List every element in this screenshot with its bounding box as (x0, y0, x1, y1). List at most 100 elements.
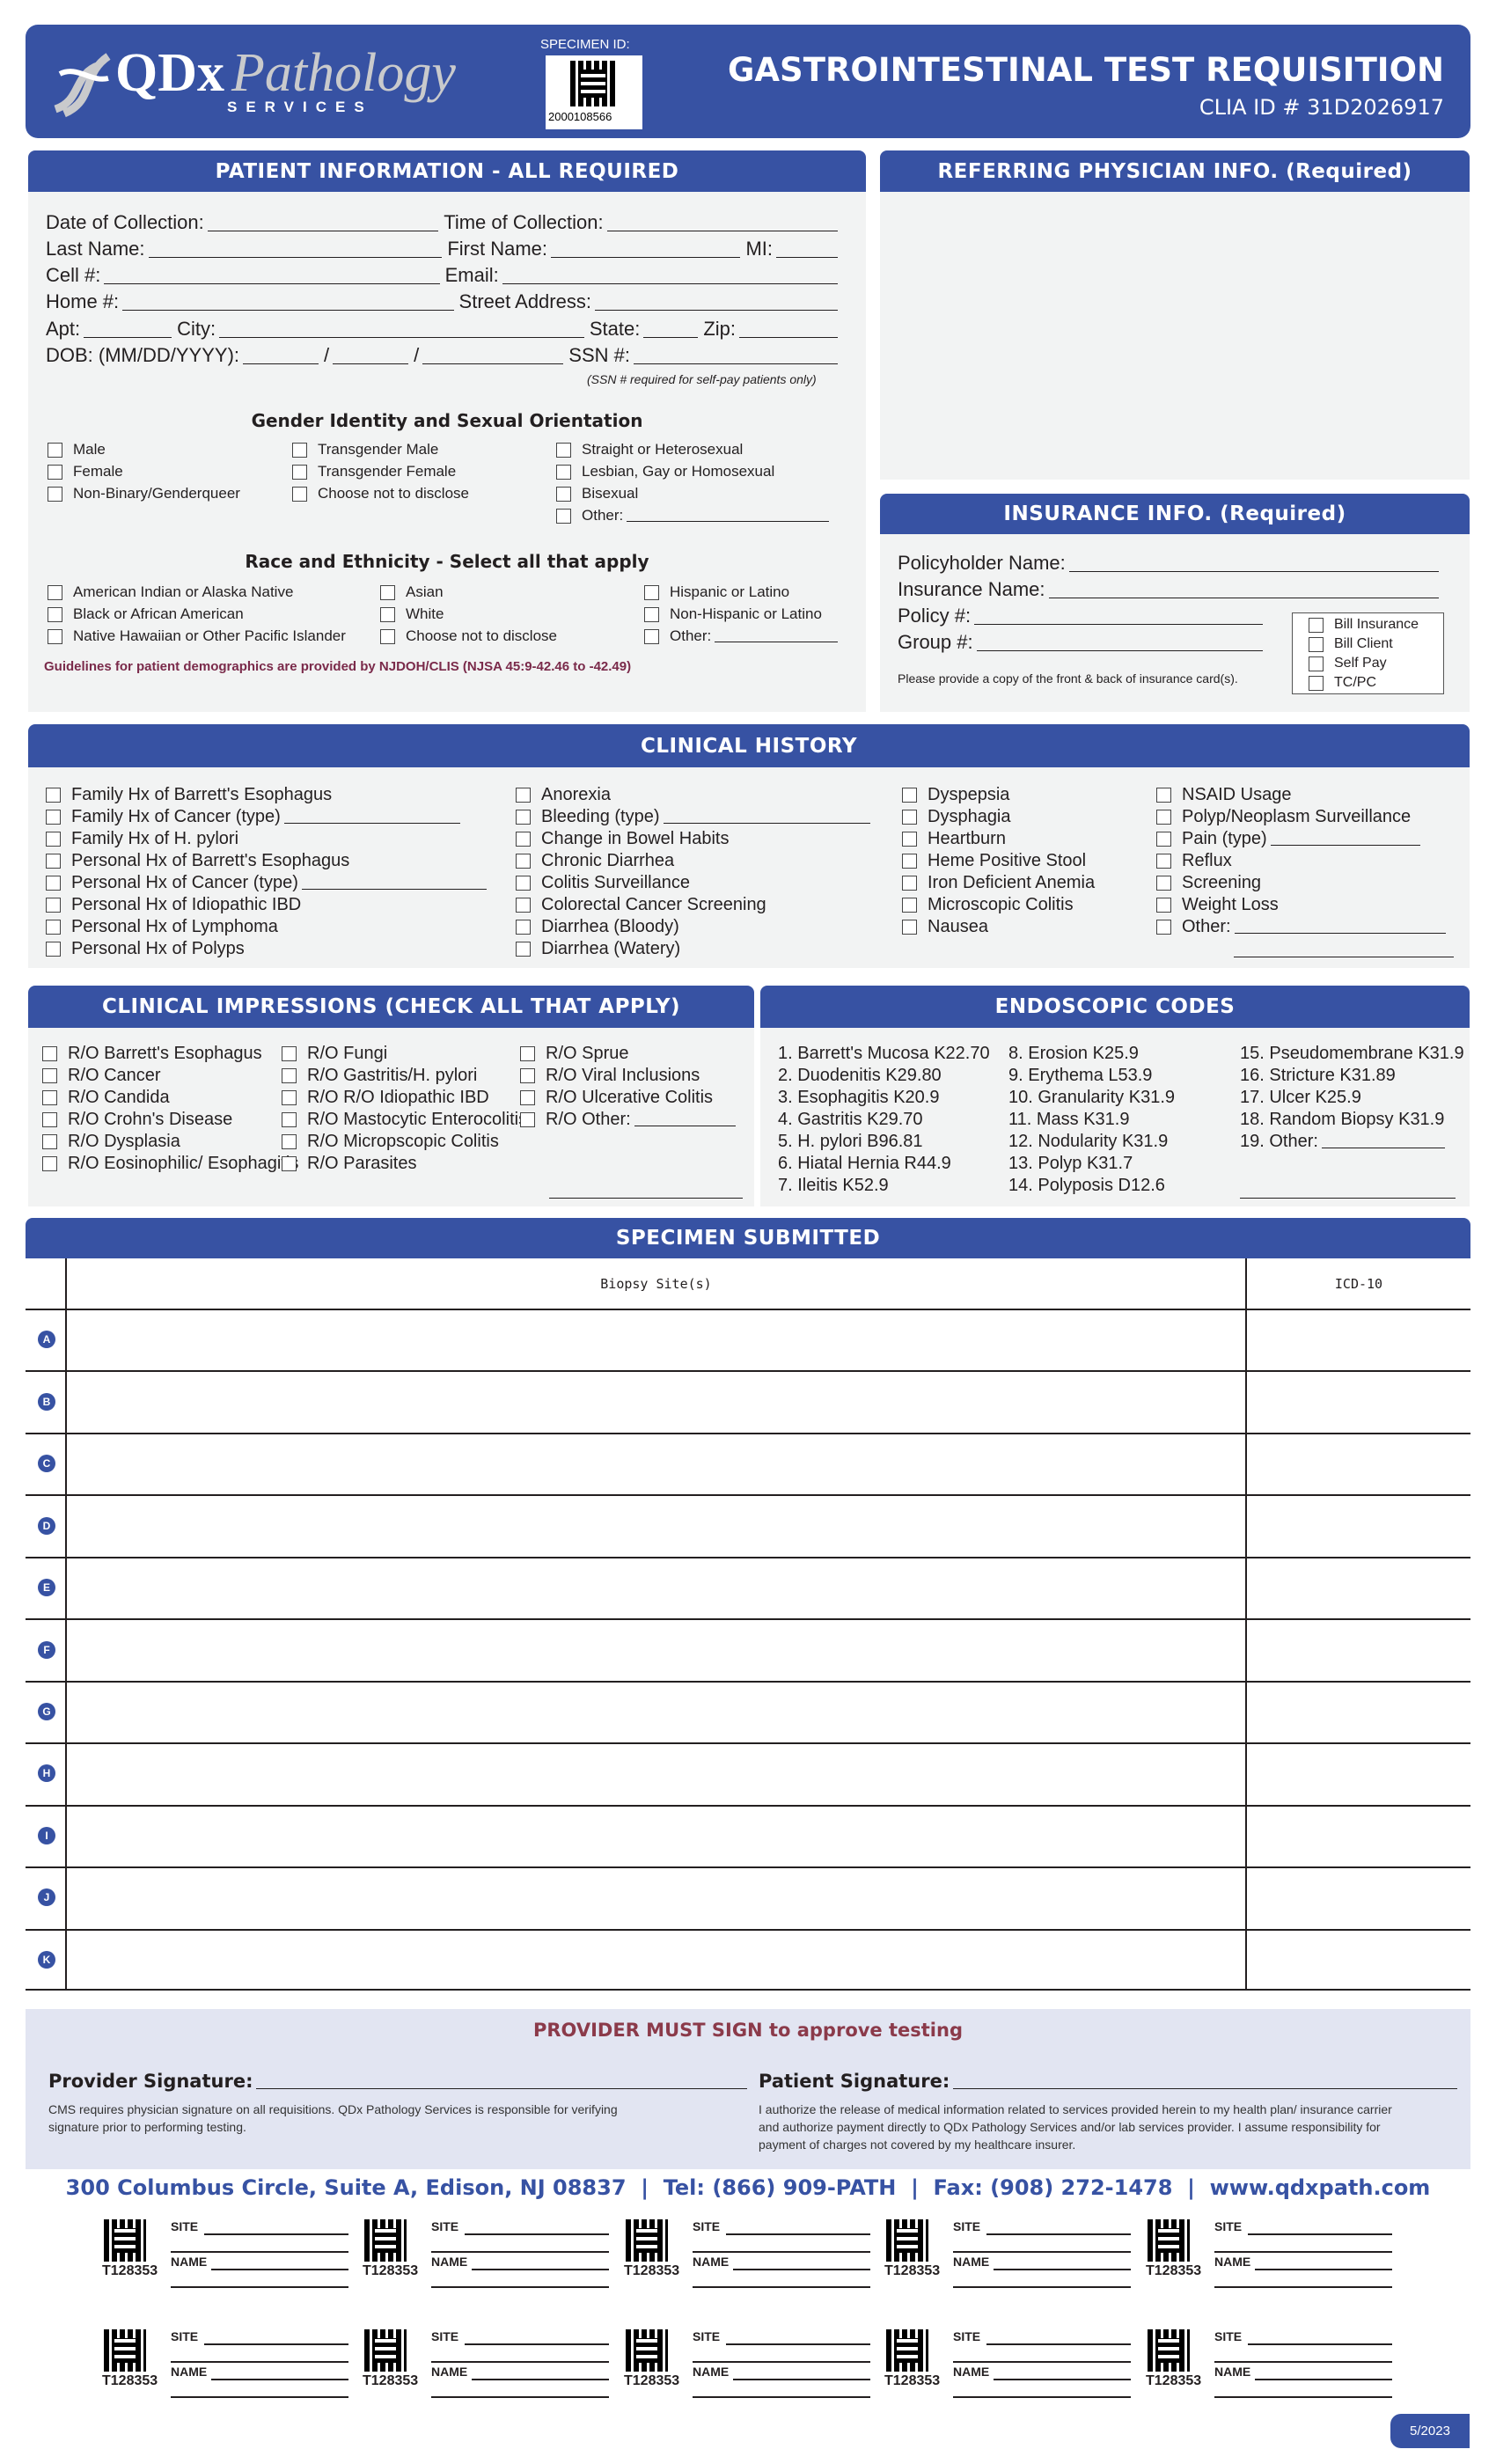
checkbox-item[interactable]: Diarrhea (Bloody) (516, 917, 679, 937)
checkbox[interactable] (644, 606, 659, 622)
checkbox[interactable] (1309, 636, 1324, 652)
checkbox-item[interactable]: Transgender Female (292, 463, 456, 480)
policy-field[interactable] (974, 607, 1263, 625)
checkbox-item[interactable]: Personal Hx of Polyps (46, 939, 245, 959)
dob-year-field[interactable] (422, 347, 564, 364)
checkbox-item[interactable]: Lesbian, Gay or Homosexual (556, 463, 774, 480)
biopsy-site-cell[interactable] (67, 1310, 1245, 1370)
checkbox[interactable] (902, 876, 917, 891)
checkbox-item[interactable]: R/O Other: (520, 1110, 741, 1130)
biopsy-site-cell[interactable] (67, 1744, 1245, 1804)
checkbox[interactable] (282, 1112, 297, 1127)
home-phone-field[interactable] (122, 293, 454, 311)
checkbox[interactable] (48, 606, 62, 622)
name-field[interactable] (733, 2379, 870, 2380)
checkbox[interactable] (516, 854, 531, 869)
checkbox-item[interactable]: Dyspepsia (902, 785, 1009, 805)
name-field[interactable] (1255, 2379, 1392, 2380)
checkbox-item[interactable]: R/O Parasites (282, 1154, 416, 1174)
write-in-line[interactable] (953, 2251, 1131, 2253)
checkbox-item[interactable]: R/O Dysplasia (42, 1132, 180, 1152)
checkbox-item[interactable]: Non-Hispanic or Latino (644, 605, 822, 623)
checkbox-item[interactable]: R/O R/O Idiopathic IBD (282, 1088, 489, 1108)
checkbox[interactable] (46, 942, 61, 957)
checkbox-item[interactable]: Other: (1156, 917, 1451, 937)
checkbox[interactable] (42, 1068, 57, 1083)
checkbox[interactable] (644, 628, 659, 644)
icd10-cell[interactable] (1247, 1868, 1470, 1928)
checkbox[interactable] (516, 832, 531, 847)
write-in-line[interactable] (171, 2396, 348, 2398)
ssn-field[interactable] (633, 347, 838, 364)
checkbox[interactable] (46, 876, 61, 891)
checkbox[interactable] (46, 832, 61, 847)
checkbox[interactable] (556, 442, 571, 458)
checkbox-item[interactable]: Family Hx of H. pylori (46, 829, 238, 849)
checkbox-item[interactable]: R/O Sprue (520, 1044, 628, 1064)
checkbox[interactable] (42, 1046, 57, 1061)
checkbox-item[interactable]: R/O Cancer (42, 1066, 161, 1086)
site-field[interactable] (204, 2343, 348, 2345)
name-field[interactable] (994, 2269, 1131, 2270)
checkbox-item[interactable]: Bill Insurance (1309, 617, 1419, 633)
checkbox[interactable] (516, 920, 531, 935)
checkbox[interactable] (1156, 898, 1171, 913)
checkbox-item[interactable]: White (380, 605, 444, 623)
site-field[interactable] (726, 2343, 870, 2345)
checkbox-item[interactable]: Pain (type) (1156, 829, 1426, 849)
first-name-field[interactable] (551, 240, 741, 258)
checkbox-item[interactable]: American Indian or Alaska Native (48, 583, 293, 601)
checkbox[interactable] (46, 920, 61, 935)
checkbox-item[interactable]: R/O Barrett's Esophagus (42, 1044, 262, 1064)
checkbox-item[interactable]: Polyp/Neoplasm Surveillance (1156, 807, 1411, 827)
checkbox-item[interactable]: Choose not to disclose (380, 627, 557, 645)
checkbox[interactable] (520, 1046, 535, 1061)
write-in-line[interactable] (171, 2361, 348, 2363)
email-field[interactable] (502, 267, 839, 284)
checkbox-item[interactable]: Heme Positive Stool (902, 851, 1086, 871)
physician-info-panel[interactable] (880, 192, 1470, 480)
checkbox-item[interactable]: R/O Viral Inclusions (520, 1066, 700, 1086)
street-address-field[interactable] (594, 293, 838, 311)
site-field[interactable] (986, 2343, 1131, 2345)
icd10-cell[interactable] (1247, 1496, 1470, 1556)
checkbox-item[interactable]: Colorectal Cancer Screening (516, 895, 766, 915)
write-in-line[interactable] (1270, 833, 1420, 846)
checkbox[interactable] (46, 898, 61, 913)
write-in-line[interactable] (1214, 2361, 1392, 2363)
checkbox-item[interactable]: Asian (380, 583, 444, 601)
write-in-line[interactable] (693, 2251, 870, 2253)
biopsy-site-cell[interactable] (67, 1558, 1245, 1618)
checkbox[interactable] (516, 898, 531, 913)
checkbox-item[interactable]: NSAID Usage (1156, 785, 1292, 805)
biopsy-site-cell[interactable] (67, 1620, 1245, 1680)
checkbox[interactable] (282, 1134, 297, 1149)
checkbox[interactable] (380, 584, 395, 600)
zip-field[interactable] (739, 320, 838, 338)
checkbox-item[interactable]: Other: (556, 507, 834, 524)
biopsy-site-cell[interactable] (67, 1496, 1245, 1556)
checkbox[interactable] (1156, 788, 1171, 803)
name-field[interactable] (472, 2269, 609, 2270)
site-field[interactable] (1248, 2343, 1392, 2345)
checkbox-item[interactable]: Straight or Heterosexual (556, 441, 743, 458)
checkbox-item[interactable]: R/O Candida (42, 1088, 170, 1108)
write-in-line[interactable] (431, 2396, 609, 2398)
icd10-cell[interactable] (1247, 1807, 1470, 1866)
checkbox-item[interactable]: Heartburn (902, 829, 1006, 849)
write-in-line[interactable] (693, 2361, 870, 2363)
checkbox[interactable] (556, 464, 571, 480)
icd10-cell[interactable] (1247, 1558, 1470, 1618)
name-field[interactable] (733, 2269, 870, 2270)
site-field[interactable] (465, 2233, 609, 2235)
checkbox-item[interactable]: Weight Loss (1156, 895, 1279, 915)
write-in-line[interactable] (431, 2251, 609, 2253)
insurance-name-field[interactable] (1048, 581, 1439, 598)
write-in-line[interactable] (1214, 2251, 1392, 2253)
name-field[interactable] (472, 2379, 609, 2380)
checkbox[interactable] (1156, 854, 1171, 869)
checkbox[interactable] (902, 854, 917, 869)
dob-month-field[interactable] (243, 347, 319, 364)
icd10-cell[interactable] (1247, 1683, 1470, 1742)
write-in-line[interactable] (171, 2251, 348, 2253)
